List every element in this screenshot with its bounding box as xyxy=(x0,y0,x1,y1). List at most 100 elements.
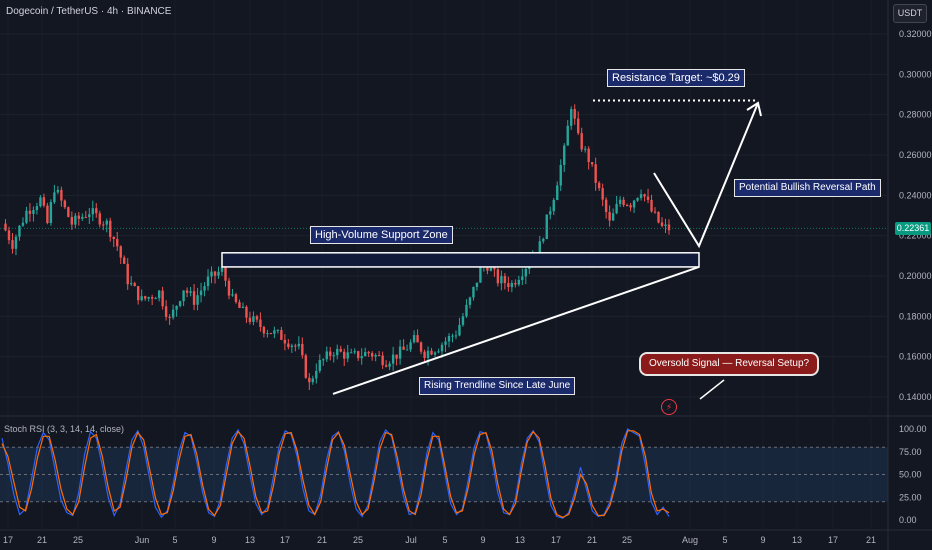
candle xyxy=(234,294,238,303)
candle xyxy=(18,225,21,237)
candle xyxy=(538,241,541,256)
candle xyxy=(643,194,646,197)
candle xyxy=(587,148,590,163)
candle xyxy=(133,283,136,287)
price-tick-label: 0.22000 xyxy=(899,231,932,241)
candle xyxy=(395,354,398,359)
candle xyxy=(489,267,493,271)
candle xyxy=(109,220,112,237)
candle xyxy=(252,316,255,322)
candle xyxy=(276,330,280,332)
candle xyxy=(496,269,500,284)
candle xyxy=(304,355,308,378)
candle xyxy=(294,345,297,347)
candle xyxy=(507,283,510,288)
candle xyxy=(346,352,349,359)
candle xyxy=(49,202,53,223)
candle xyxy=(311,378,315,383)
price-tick-label: 0.18000 xyxy=(899,311,932,321)
candle xyxy=(105,220,108,225)
currency-button[interactable]: USDT xyxy=(893,4,927,23)
time-tick-label: 21 xyxy=(317,535,327,545)
candle xyxy=(227,280,231,296)
candle xyxy=(353,351,356,353)
candle xyxy=(116,239,119,247)
candle xyxy=(398,346,402,359)
candle xyxy=(545,214,548,239)
candle xyxy=(273,330,276,334)
candle xyxy=(315,370,318,379)
candle xyxy=(524,268,528,277)
bullish-path-label: Potential Bullish Reversal Path xyxy=(734,179,881,197)
candle xyxy=(210,271,213,277)
candle xyxy=(657,211,660,223)
candle xyxy=(475,282,479,288)
candle xyxy=(402,346,405,350)
candle xyxy=(192,291,196,305)
resistance-target-label: Resistance Target: ~$0.29 xyxy=(607,69,745,87)
candle xyxy=(454,335,458,337)
candle xyxy=(639,194,643,198)
candle xyxy=(46,205,49,223)
candle xyxy=(388,363,391,367)
candle xyxy=(102,224,105,226)
candle xyxy=(594,164,597,183)
candle xyxy=(451,335,454,337)
time-tick-label: 21 xyxy=(587,535,597,545)
candle xyxy=(199,290,203,296)
candle xyxy=(171,309,175,318)
candle xyxy=(590,162,594,165)
candle xyxy=(472,287,475,298)
candle xyxy=(175,305,178,310)
chart-title: Dogecoin / TetherUS · 4h · BINANCE xyxy=(6,6,172,17)
candle xyxy=(14,236,18,249)
time-tick-label: 5 xyxy=(442,535,447,545)
rsi-tick-label: 75.00 xyxy=(899,447,922,457)
candle xyxy=(461,316,465,325)
candle xyxy=(95,208,98,214)
candle xyxy=(332,355,335,357)
candle xyxy=(597,182,601,189)
candle xyxy=(343,351,346,359)
candle xyxy=(447,336,451,342)
oversold-signal-label: Oversold Signal — Reversal Setup? xyxy=(639,352,820,376)
trendline-label: Rising Trendline Since Late June xyxy=(419,377,576,395)
candle xyxy=(384,365,388,367)
price-tick-label: 0.30000 xyxy=(899,69,932,79)
candle xyxy=(552,199,555,212)
lightning-icon[interactable]: ⚡ xyxy=(661,399,677,415)
candle xyxy=(416,335,419,343)
candle xyxy=(653,211,657,213)
candle xyxy=(336,348,339,356)
candle xyxy=(521,276,524,280)
time-tick-label: 25 xyxy=(622,535,632,545)
candle xyxy=(255,316,259,320)
candle xyxy=(280,330,283,340)
price-tick-label: 0.28000 xyxy=(899,110,932,120)
candle xyxy=(542,238,545,242)
candle xyxy=(367,352,370,354)
candle xyxy=(580,133,583,150)
candle xyxy=(143,296,147,299)
candle xyxy=(608,212,611,221)
time-tick-label: 21 xyxy=(866,535,876,545)
candle xyxy=(84,216,88,218)
candle xyxy=(583,148,587,150)
candle xyxy=(164,306,168,317)
candle xyxy=(182,290,185,302)
candle xyxy=(157,290,161,299)
candle xyxy=(646,196,650,200)
candle xyxy=(262,327,266,334)
candle xyxy=(231,294,234,296)
candle xyxy=(21,222,25,226)
candle xyxy=(577,118,580,134)
candle xyxy=(419,342,423,352)
oversold-pointer-line xyxy=(699,379,725,400)
time-tick-label: 17 xyxy=(3,535,13,545)
candle xyxy=(363,352,367,357)
candle xyxy=(468,297,472,305)
candle xyxy=(465,304,468,317)
bullish-path-line xyxy=(653,102,759,249)
